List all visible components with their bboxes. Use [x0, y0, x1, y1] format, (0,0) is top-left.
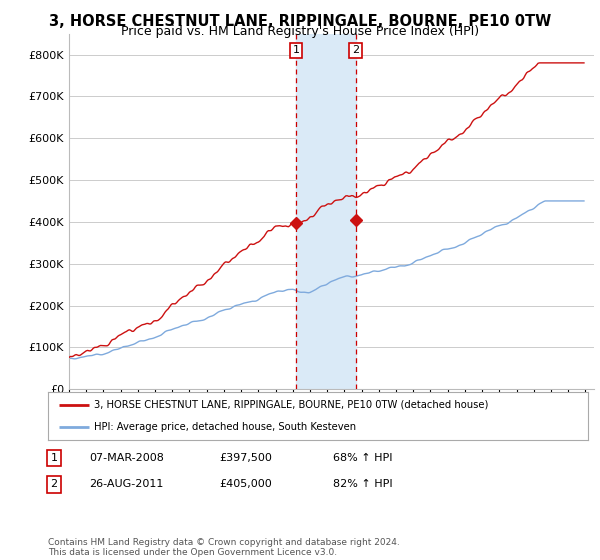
Text: 1: 1 [292, 45, 299, 55]
Text: £397,500: £397,500 [219, 453, 272, 463]
Bar [296, 34, 356, 389]
Text: 82% ↑ HPI: 82% ↑ HPI [333, 479, 392, 489]
Text: £405,000: £405,000 [219, 479, 272, 489]
Text: 3, HORSE CHESTNUT LANE, RIPPINGALE, BOURNE, PE10 0TW (detached house): 3, HORSE CHESTNUT LANE, RIPPINGALE, BOUR… [94, 400, 488, 410]
Text: 68% ↑ HPI: 68% ↑ HPI [333, 453, 392, 463]
Text: 2: 2 [352, 45, 359, 55]
Text: 26-AUG-2011: 26-AUG-2011 [89, 479, 163, 489]
Text: 2: 2 [50, 479, 58, 489]
Text: 3, HORSE CHESTNUT LANE, RIPPINGALE, BOURNE, PE10 0TW: 3, HORSE CHESTNUT LANE, RIPPINGALE, BOUR… [49, 14, 551, 29]
Text: Contains HM Land Registry data © Crown copyright and database right 2024.
This d: Contains HM Land Registry data © Crown c… [48, 538, 400, 557]
Text: 07-MAR-2008: 07-MAR-2008 [89, 453, 164, 463]
Text: HPI: Average price, detached house, South Kesteven: HPI: Average price, detached house, Sout… [94, 422, 356, 432]
Text: 1: 1 [50, 453, 58, 463]
Text: Price paid vs. HM Land Registry's House Price Index (HPI): Price paid vs. HM Land Registry's House … [121, 25, 479, 38]
